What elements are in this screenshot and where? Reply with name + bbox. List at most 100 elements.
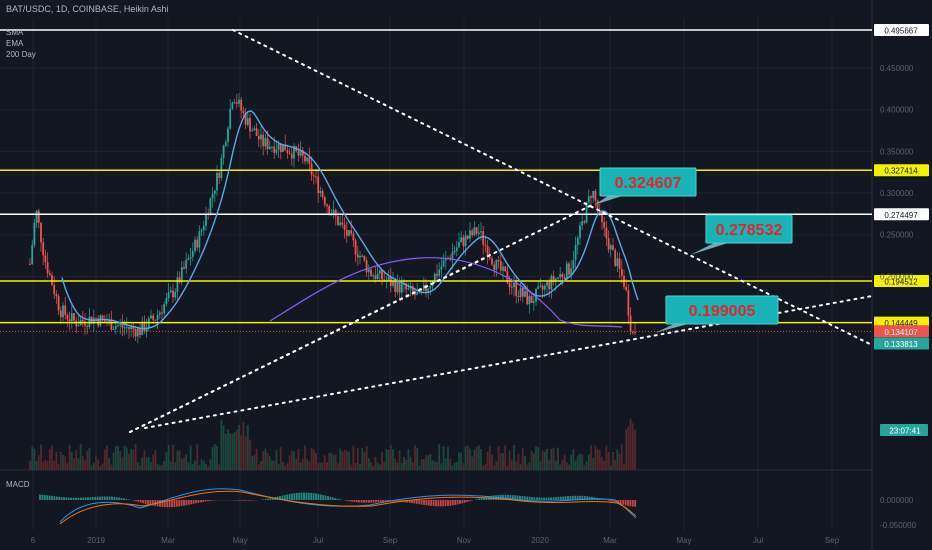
macd-histogram-bar bbox=[379, 500, 382, 503]
candle-body bbox=[458, 242, 460, 248]
macd-histogram-bar bbox=[163, 500, 166, 508]
macd-histogram-bar bbox=[430, 500, 433, 506]
macd-histogram-bar bbox=[82, 497, 85, 500]
macd-label[interactable]: MACD bbox=[6, 480, 30, 489]
macd-histogram-bar bbox=[586, 496, 589, 500]
candle-body bbox=[607, 238, 610, 250]
price-tag-last-price bbox=[874, 325, 929, 338]
indicator-200day-label[interactable]: 200 Day bbox=[6, 50, 36, 59]
volume-bar bbox=[416, 447, 419, 470]
volume-bar bbox=[240, 435, 243, 470]
horizontal-levels[interactable]: 0.495667 0.327414 0.274497 0.194512 0.144449… bbox=[0, 24, 929, 436]
macd-histogram-bar bbox=[118, 497, 121, 500]
macd-histogram-bar bbox=[437, 500, 440, 507]
candle-body bbox=[332, 209, 335, 215]
volume-bar bbox=[262, 450, 265, 470]
macd-histogram-bar bbox=[192, 500, 195, 504]
candle-body bbox=[616, 258, 619, 266]
macd-histogram-bar bbox=[567, 496, 569, 500]
indicator-ema-label[interactable]: EMA bbox=[6, 39, 24, 48]
macd-histogram-bar bbox=[451, 500, 454, 506]
candle-body bbox=[222, 145, 225, 159]
volume-bar bbox=[623, 463, 625, 470]
volume-bar bbox=[616, 449, 619, 470]
level-tag-label-0: 0.495667 bbox=[884, 27, 918, 36]
volume-bar bbox=[554, 460, 557, 470]
volume-bar bbox=[117, 446, 119, 470]
volume-bar bbox=[306, 459, 309, 470]
candle-body bbox=[552, 276, 555, 282]
macd-histogram-bar bbox=[420, 500, 423, 505]
candle-body bbox=[592, 190, 595, 198]
volume-bar bbox=[451, 465, 454, 470]
macd-histogram-bar bbox=[540, 497, 543, 500]
macd-histogram-bar bbox=[137, 500, 140, 502]
macd-histogram-bar bbox=[399, 500, 401, 502]
volume-bar bbox=[169, 461, 172, 470]
volume-bar bbox=[539, 460, 542, 470]
candle-body bbox=[150, 315, 152, 319]
volume-bar bbox=[508, 450, 511, 470]
volume-bar bbox=[220, 420, 223, 470]
candle-body bbox=[515, 282, 518, 297]
volume-bar bbox=[482, 465, 485, 470]
volume-bar bbox=[370, 462, 372, 470]
macd-histogram-bar bbox=[84, 497, 87, 500]
macd-histogram-bar bbox=[634, 500, 637, 507]
indicator-sma-label[interactable]: SMA bbox=[6, 28, 24, 37]
macd-histogram-bar bbox=[533, 497, 536, 500]
volume-bar bbox=[488, 446, 491, 470]
candle-body bbox=[161, 312, 163, 314]
macd-histogram-bar bbox=[562, 496, 565, 500]
volume-bar bbox=[585, 461, 588, 470]
candle-body bbox=[139, 327, 141, 336]
price-callouts[interactable]: 0.324607 0.278532 0.199005 bbox=[594, 167, 793, 333]
candle-body bbox=[429, 285, 432, 289]
candle-body bbox=[282, 144, 284, 152]
volume-bar bbox=[559, 464, 562, 470]
macd-histogram-bar bbox=[588, 496, 591, 500]
candle-body bbox=[427, 288, 430, 292]
candle-body bbox=[609, 245, 612, 250]
volume-bar bbox=[136, 462, 139, 470]
macd-histogram-bar bbox=[439, 500, 442, 507]
volume-bar bbox=[339, 448, 342, 470]
x-tick-label-0: 6 bbox=[31, 536, 36, 545]
candle-body bbox=[66, 314, 69, 320]
macd-histogram-bar bbox=[180, 500, 183, 507]
sma-line bbox=[61, 110, 639, 330]
volume-bar bbox=[607, 451, 610, 470]
volume-bar bbox=[471, 456, 474, 470]
macd-histogram-bar bbox=[135, 500, 137, 502]
macd-histogram-bar bbox=[545, 497, 548, 500]
volume-bar bbox=[480, 449, 482, 470]
time-axis[interactable]: 6 2019 Mar May Jul Sep Nov 2020 Mar May Jul Sep bbox=[31, 536, 840, 545]
level-tag-label-4: 0.144449 bbox=[884, 319, 918, 328]
macd-histogram-bar bbox=[468, 500, 471, 502]
macd-histogram-bar bbox=[555, 497, 557, 500]
volume-bar bbox=[431, 460, 434, 470]
macd-histogram-bar bbox=[185, 500, 188, 506]
candle-body bbox=[213, 190, 216, 194]
volume-bar bbox=[537, 447, 540, 470]
macd-histogram-bar bbox=[552, 497, 555, 500]
volume-bar bbox=[528, 462, 531, 470]
volume-bar bbox=[317, 463, 320, 470]
volume-bar bbox=[592, 457, 595, 470]
macd-histogram-bar bbox=[367, 500, 370, 503]
candle-body bbox=[132, 326, 135, 330]
macd-histogram-bar bbox=[543, 497, 545, 500]
price-axis[interactable]: 0.450000 0.400000 0.350000 0.300000 0.250000… bbox=[880, 64, 914, 281]
volume-bar bbox=[191, 464, 194, 470]
candle-body bbox=[559, 274, 562, 278]
volume-bar bbox=[557, 447, 559, 470]
candle-body bbox=[491, 258, 493, 265]
candle-body bbox=[279, 144, 282, 152]
candle-body bbox=[480, 231, 482, 233]
macd-histogram-bar bbox=[631, 500, 634, 507]
macd-histogram-bar bbox=[175, 500, 178, 507]
volume-bar bbox=[631, 423, 634, 470]
volume-bar bbox=[299, 462, 302, 470]
